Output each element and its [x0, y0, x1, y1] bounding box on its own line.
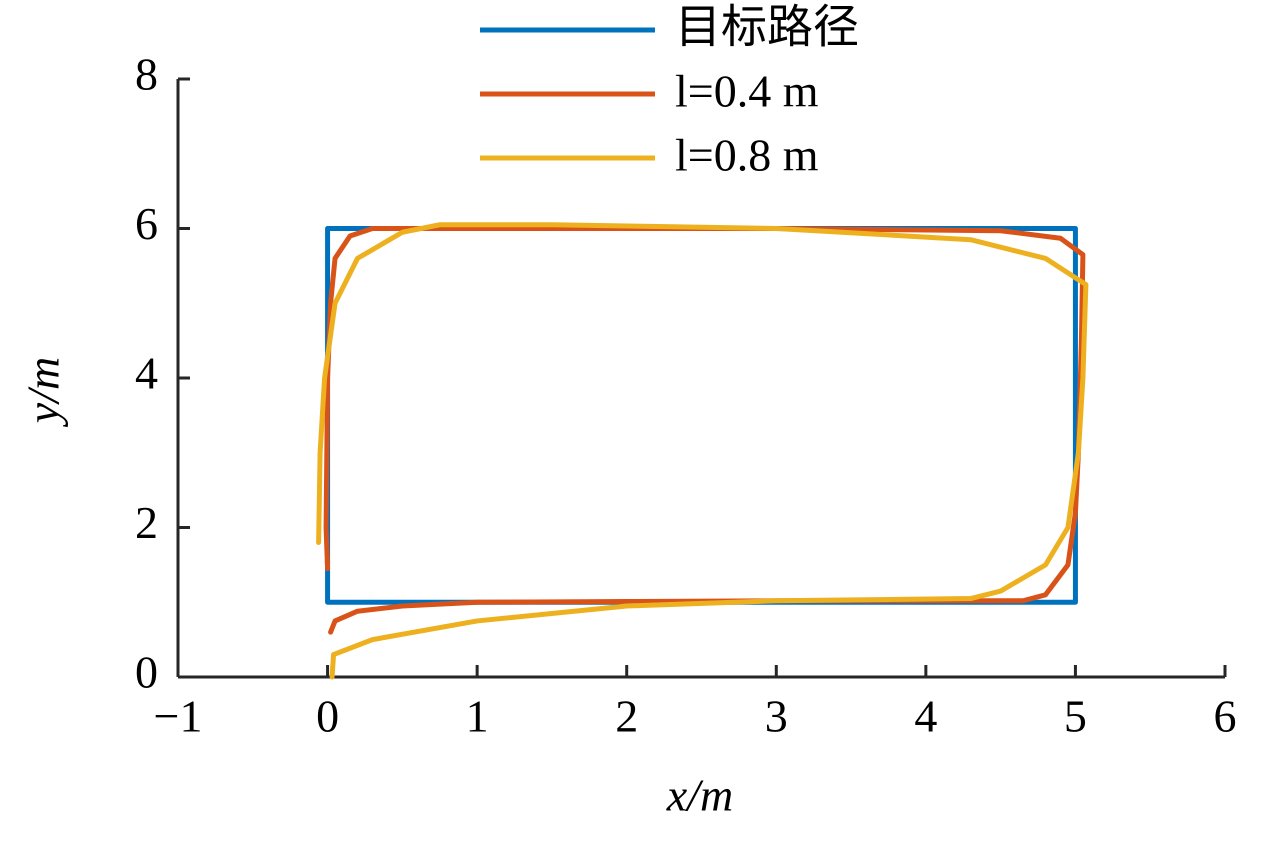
y-axis-label: y/m — [18, 357, 69, 427]
x-tick-label: −1 — [154, 691, 203, 742]
y-tick-label: 8 — [135, 49, 158, 100]
legend-label: l=0.4 m — [675, 66, 819, 117]
series-line — [325, 226, 1078, 605]
y-tick-label: 6 — [135, 198, 158, 249]
y-tick-label: 2 — [135, 497, 158, 548]
x-tick-label: 4 — [914, 691, 937, 742]
legend-label: l=0.8 m — [675, 130, 819, 181]
x-tick-label: 6 — [1214, 691, 1237, 742]
x-tick-label: 3 — [765, 691, 788, 742]
x-tick-label: 2 — [615, 691, 638, 742]
y-tick-label: 4 — [135, 348, 158, 399]
x-axis-label: x/m — [666, 770, 733, 821]
x-tick-label: 0 — [316, 691, 339, 742]
legend-label: 目标路径 — [675, 2, 859, 53]
x-tick-label: 5 — [1064, 691, 1087, 742]
y-tick-label: 0 — [135, 647, 158, 698]
series-line — [323, 226, 1086, 635]
x-tick-label: 1 — [466, 691, 489, 742]
series-line — [316, 222, 1089, 680]
